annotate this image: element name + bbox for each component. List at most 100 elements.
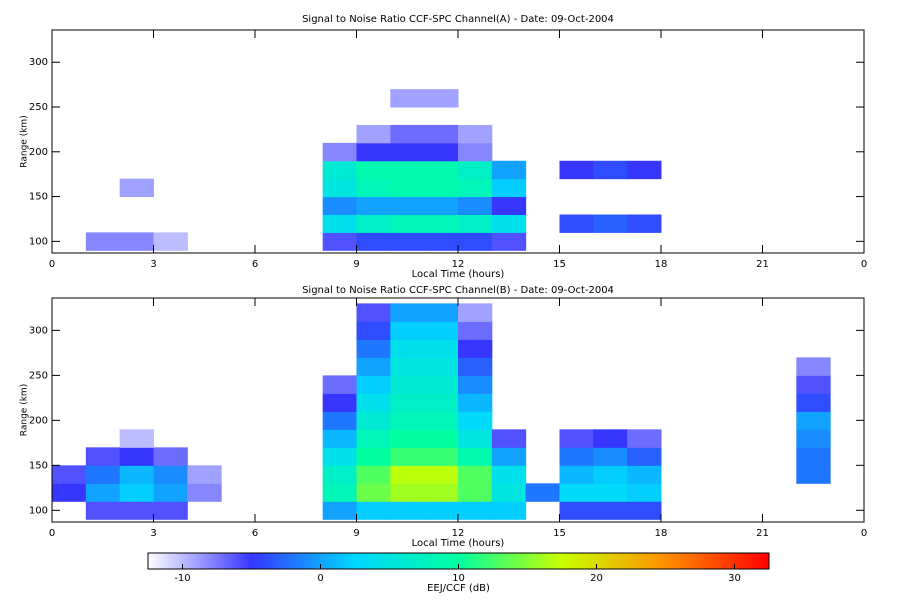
heat-cell (119, 483, 154, 502)
x-tick-label: 0 (861, 259, 867, 270)
heat-cell (356, 232, 391, 251)
y-tick-label: 250 (29, 102, 48, 113)
heat-cell (424, 196, 459, 215)
heat-cell (356, 501, 391, 520)
heat-cell (119, 178, 154, 198)
heat-cell (119, 429, 154, 448)
heat-cell (627, 483, 662, 502)
x-tick-label: 18 (655, 528, 668, 539)
x-tick-label: 18 (655, 259, 668, 270)
heat-cell (491, 214, 527, 233)
y-tick-label: 100 (29, 505, 48, 516)
heat-cell (458, 321, 493, 340)
heat-cell (627, 465, 662, 484)
heat-cell (322, 465, 357, 484)
heat-cell (525, 483, 560, 502)
y-tick-label: 200 (29, 415, 48, 426)
heat-cell (356, 339, 391, 358)
heat-cell (424, 465, 459, 484)
heat-cell (390, 393, 425, 412)
heat-cell (356, 465, 391, 484)
heat-cell (593, 465, 628, 484)
y-axis-label: Range (km) (20, 115, 30, 167)
heat-cell (390, 232, 425, 251)
heat-cell (85, 447, 121, 466)
heat-cell (458, 214, 493, 233)
heat-cell (627, 447, 662, 466)
heat-cell (424, 357, 459, 376)
heat-cell (424, 483, 459, 502)
heat-cell (390, 411, 425, 430)
heat-cell (119, 447, 154, 466)
heat-cell (390, 465, 425, 484)
heat-cell (796, 429, 831, 448)
heat-cell (322, 160, 357, 180)
heat-cell (796, 465, 831, 484)
heat-cell (356, 483, 391, 502)
heat-cell (796, 447, 831, 466)
heat-cell (593, 214, 628, 233)
x-axis-label: Local Time (hours) (412, 538, 505, 549)
heat-cell (458, 465, 493, 484)
heat-cell (356, 375, 391, 394)
heat-cell (424, 501, 459, 520)
heat-cell (559, 501, 594, 520)
heat-cell (356, 429, 391, 448)
heat-cell (491, 501, 527, 520)
heat-cell (458, 303, 493, 322)
heat-cell (491, 196, 527, 215)
heat-cell (390, 214, 425, 233)
heat-cell (356, 160, 391, 180)
x-tick-label: 3 (150, 528, 156, 539)
heat-cell (491, 483, 527, 502)
heat-cell (424, 339, 459, 358)
heat-cell (424, 178, 459, 198)
heat-cell (796, 375, 831, 394)
heat-cell (458, 178, 493, 198)
x-tick-label: 12 (452, 259, 465, 270)
heat-cell (458, 357, 493, 376)
heat-cell (458, 196, 493, 215)
heat-cell (322, 483, 357, 502)
heat-cell (356, 411, 391, 430)
heat-cell (356, 447, 391, 466)
x-tick-label: 9 (353, 528, 359, 539)
y-tick-label: 150 (29, 192, 48, 203)
heat-cell (390, 339, 425, 358)
heat-cell (390, 447, 425, 466)
heat-cell (424, 429, 459, 448)
colorbar-tick-label: 0 (317, 573, 323, 584)
heat-cell (322, 501, 357, 520)
heat-cell (390, 501, 425, 520)
heat-cell (593, 160, 628, 180)
heat-cell (593, 483, 628, 502)
heat-cell (424, 447, 459, 466)
heat-cell (356, 196, 391, 215)
colorbar-tick-label: 10 (452, 573, 465, 584)
heat-cell (458, 339, 493, 358)
heat-cell (424, 89, 459, 108)
heat-cell (187, 483, 222, 502)
heat-cell (796, 393, 831, 412)
heat-cell (356, 321, 391, 340)
heat-cell (187, 465, 222, 484)
heat-cell (424, 214, 459, 233)
x-tick-label: 15 (553, 259, 566, 270)
x-tick-label: 0 (49, 259, 55, 270)
heat-cell (424, 375, 459, 394)
heat-cell (356, 393, 391, 412)
heat-cell (322, 411, 357, 430)
y-tick-label: 200 (29, 147, 48, 158)
heat-cell (52, 465, 87, 484)
heat-cell (458, 483, 493, 502)
heat-cell (153, 465, 188, 484)
heat-cell (424, 142, 459, 162)
heat-cell (356, 178, 391, 198)
heat-cell (390, 483, 425, 502)
heat-cell (153, 483, 188, 502)
heat-cell (356, 124, 391, 144)
y-axis-label: Range (km) (20, 384, 30, 436)
heat-cell (593, 447, 628, 466)
heat-cell (153, 501, 188, 520)
heat-cell (390, 89, 425, 108)
